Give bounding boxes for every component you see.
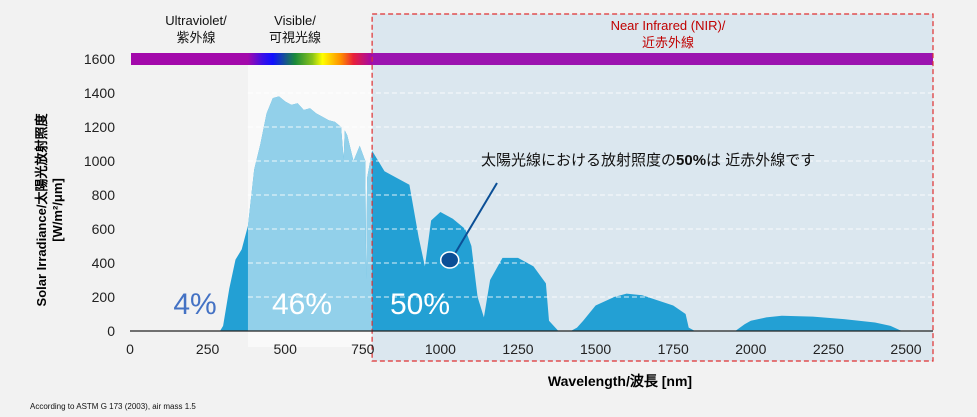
share-label-nir: 50% [390,288,450,321]
x-tick-label: 500 [274,341,298,357]
annotation-text: 太陽光線における放射照度の50%は 近赤外線です [481,152,815,169]
x-tick-label: 1500 [580,341,611,357]
y-tick-label: 1600 [84,51,115,67]
y-axis-title: Solar Irradiance/太陽光放射照度 [34,113,49,307]
y-tick-label: 400 [92,255,116,271]
region-label-nir: Near Infrared (NIR)/近赤外線 [611,18,726,50]
visible-spectrum-gradient [247,53,373,65]
footnote: According to ASTM G 173 (2003), air mass… [30,402,196,411]
callout-line [450,182,498,260]
spectrum-area-visible [247,96,373,331]
y-tick-label: 1000 [84,153,115,169]
y-tick-label: 0 [107,323,115,339]
y-tick-label: 1200 [84,119,115,135]
x-tick-label: 250 [196,341,220,357]
x-tick-label: 1750 [658,341,689,357]
region-label-visible: Visible/可視光線 [269,13,321,45]
annotation-text-bold: 50% [676,152,706,169]
x-tick-label: 1250 [502,341,533,357]
annotation-text-pre: 太陽光線における放射照度の [481,152,676,169]
y-tick-label: 200 [92,289,116,305]
x-tick-label: 1000 [425,341,456,357]
share-label-visible: 46% [272,288,332,321]
x-axis-title: Wavelength/波長 [nm] [548,373,692,389]
y-tick-label: 1400 [84,85,115,101]
nir-region-border [371,13,934,362]
spectrum-area [220,96,903,332]
y-tick-label: 800 [92,187,116,203]
x-tick-label: 0 [126,341,134,357]
x-tick-label: 2500 [890,341,921,357]
x-tick-label: 2000 [735,341,766,357]
region-label-uv: Ultraviolet/紫外線 [165,13,227,45]
x-tick-label: 750 [351,341,375,357]
y-axis-unit: [W/m²/μm] [50,178,65,242]
nir-spectrum-bar [372,53,933,65]
y-tick-label: 600 [92,221,116,237]
share-label-uv: 4% [173,288,216,321]
annotation-text-post: は 近赤外線です [706,152,815,169]
x-tick-label: 2250 [813,341,844,357]
callout-dot [439,251,460,269]
